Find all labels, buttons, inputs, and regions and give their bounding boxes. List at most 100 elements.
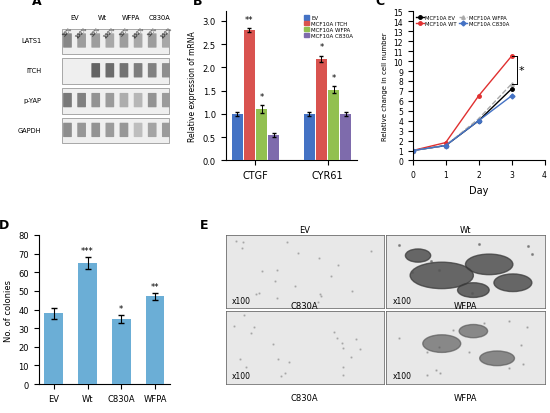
Ellipse shape <box>405 249 431 263</box>
FancyBboxPatch shape <box>91 123 100 138</box>
Title: WFPA: WFPA <box>454 301 477 310</box>
MCF10A WFPA <box>475 117 482 122</box>
Title: C830A: C830A <box>291 301 318 310</box>
Text: GAPDH: GAPDH <box>18 128 41 133</box>
Ellipse shape <box>459 325 488 338</box>
Ellipse shape <box>494 274 532 292</box>
MCF10A C830A <box>475 119 482 124</box>
MCF10A WT <box>409 149 416 154</box>
Text: 100%: 100% <box>75 26 89 40</box>
MCF10A EV <box>442 144 449 149</box>
MCF10A WFPA <box>508 82 515 87</box>
FancyBboxPatch shape <box>148 123 157 138</box>
Bar <box>62 29 169 55</box>
Bar <box>62 89 169 114</box>
FancyBboxPatch shape <box>162 34 170 49</box>
Bar <box>146 297 164 384</box>
FancyBboxPatch shape <box>162 123 170 138</box>
FancyBboxPatch shape <box>63 123 72 138</box>
Text: **: ** <box>245 16 254 24</box>
Text: *: * <box>332 74 336 83</box>
Text: x100: x100 <box>393 371 412 380</box>
Line: MCF10A EV: MCF10A EV <box>411 88 513 153</box>
Text: C830A: C830A <box>148 14 170 21</box>
Text: WFPA: WFPA <box>454 393 477 402</box>
Text: C: C <box>376 0 385 8</box>
Text: *: * <box>260 93 264 102</box>
Text: A: A <box>32 0 42 8</box>
Ellipse shape <box>465 254 513 275</box>
Text: D: D <box>0 218 9 231</box>
FancyBboxPatch shape <box>106 34 114 49</box>
Line: MCF10A WT: MCF10A WT <box>411 55 513 153</box>
MCF10A C830A <box>508 94 515 99</box>
FancyBboxPatch shape <box>77 94 86 108</box>
Text: 50%: 50% <box>118 26 130 38</box>
Text: 100%: 100% <box>103 26 117 40</box>
Bar <box>232 114 243 161</box>
Text: 50%: 50% <box>147 26 158 38</box>
Ellipse shape <box>458 283 489 298</box>
FancyBboxPatch shape <box>119 94 128 108</box>
Bar <box>244 31 255 161</box>
Text: B: B <box>192 0 202 8</box>
FancyBboxPatch shape <box>77 123 86 138</box>
MCF10A EV <box>409 149 416 154</box>
Legend: EV, MCF10A ITCH, MCF10A WFPA, MCF10A C830A: EV, MCF10A ITCH, MCF10A WFPA, MCF10A C83… <box>302 15 355 40</box>
Y-axis label: Relative expression of mRNA: Relative expression of mRNA <box>188 31 197 142</box>
FancyBboxPatch shape <box>63 94 72 108</box>
Y-axis label: Relative change in cell number: Relative change in cell number <box>382 33 388 141</box>
Text: x100: x100 <box>232 296 251 305</box>
Text: p-YAP: p-YAP <box>23 98 41 104</box>
FancyBboxPatch shape <box>134 34 142 49</box>
MCF10A WFPA <box>409 149 416 154</box>
Y-axis label: No. of colonies: No. of colonies <box>4 279 13 341</box>
Text: x100: x100 <box>232 371 251 380</box>
Text: **: ** <box>151 282 160 291</box>
FancyBboxPatch shape <box>119 64 128 78</box>
Text: 50%: 50% <box>62 26 73 38</box>
FancyBboxPatch shape <box>162 94 170 108</box>
FancyBboxPatch shape <box>134 94 142 108</box>
Text: ***: *** <box>81 247 94 256</box>
Title: EV: EV <box>299 225 310 235</box>
Text: *: * <box>319 43 323 52</box>
MCF10A WT <box>508 55 515 59</box>
Ellipse shape <box>423 335 461 353</box>
Text: *: * <box>519 66 525 76</box>
FancyBboxPatch shape <box>148 34 157 49</box>
FancyBboxPatch shape <box>91 34 100 49</box>
Text: x100: x100 <box>393 296 412 305</box>
MCF10A EV <box>475 119 482 124</box>
Line: MCF10A C830A: MCF10A C830A <box>411 95 513 153</box>
FancyBboxPatch shape <box>91 94 100 108</box>
Bar <box>328 90 339 161</box>
X-axis label: Day: Day <box>469 185 488 195</box>
Bar <box>112 319 130 384</box>
Bar <box>45 313 63 384</box>
MCF10A C830A <box>409 149 416 154</box>
Bar <box>62 59 169 85</box>
FancyBboxPatch shape <box>148 64 157 78</box>
Text: C830A: C830A <box>291 393 318 402</box>
Line: MCF10A WFPA: MCF10A WFPA <box>411 83 513 153</box>
FancyBboxPatch shape <box>134 64 142 78</box>
Text: E: E <box>200 218 208 231</box>
FancyBboxPatch shape <box>119 123 128 138</box>
MCF10A WT <box>475 94 482 99</box>
Text: 100%: 100% <box>160 26 173 40</box>
Bar <box>340 114 351 161</box>
FancyBboxPatch shape <box>106 64 114 78</box>
Bar <box>304 114 315 161</box>
Text: 50%: 50% <box>90 26 101 38</box>
Bar <box>316 60 327 161</box>
Text: ITCH: ITCH <box>26 68 41 74</box>
FancyBboxPatch shape <box>77 34 86 49</box>
FancyBboxPatch shape <box>162 64 170 78</box>
Text: *: * <box>119 304 123 313</box>
FancyBboxPatch shape <box>63 34 72 49</box>
Text: 100%: 100% <box>131 26 145 40</box>
MCF10A WT <box>442 141 449 146</box>
FancyBboxPatch shape <box>148 94 157 108</box>
Legend: MCF10A EV, MCF10A WT, MCF10A WFPA, MCF10A C830A: MCF10A EV, MCF10A WT, MCF10A WFPA, MCF10… <box>415 15 509 27</box>
